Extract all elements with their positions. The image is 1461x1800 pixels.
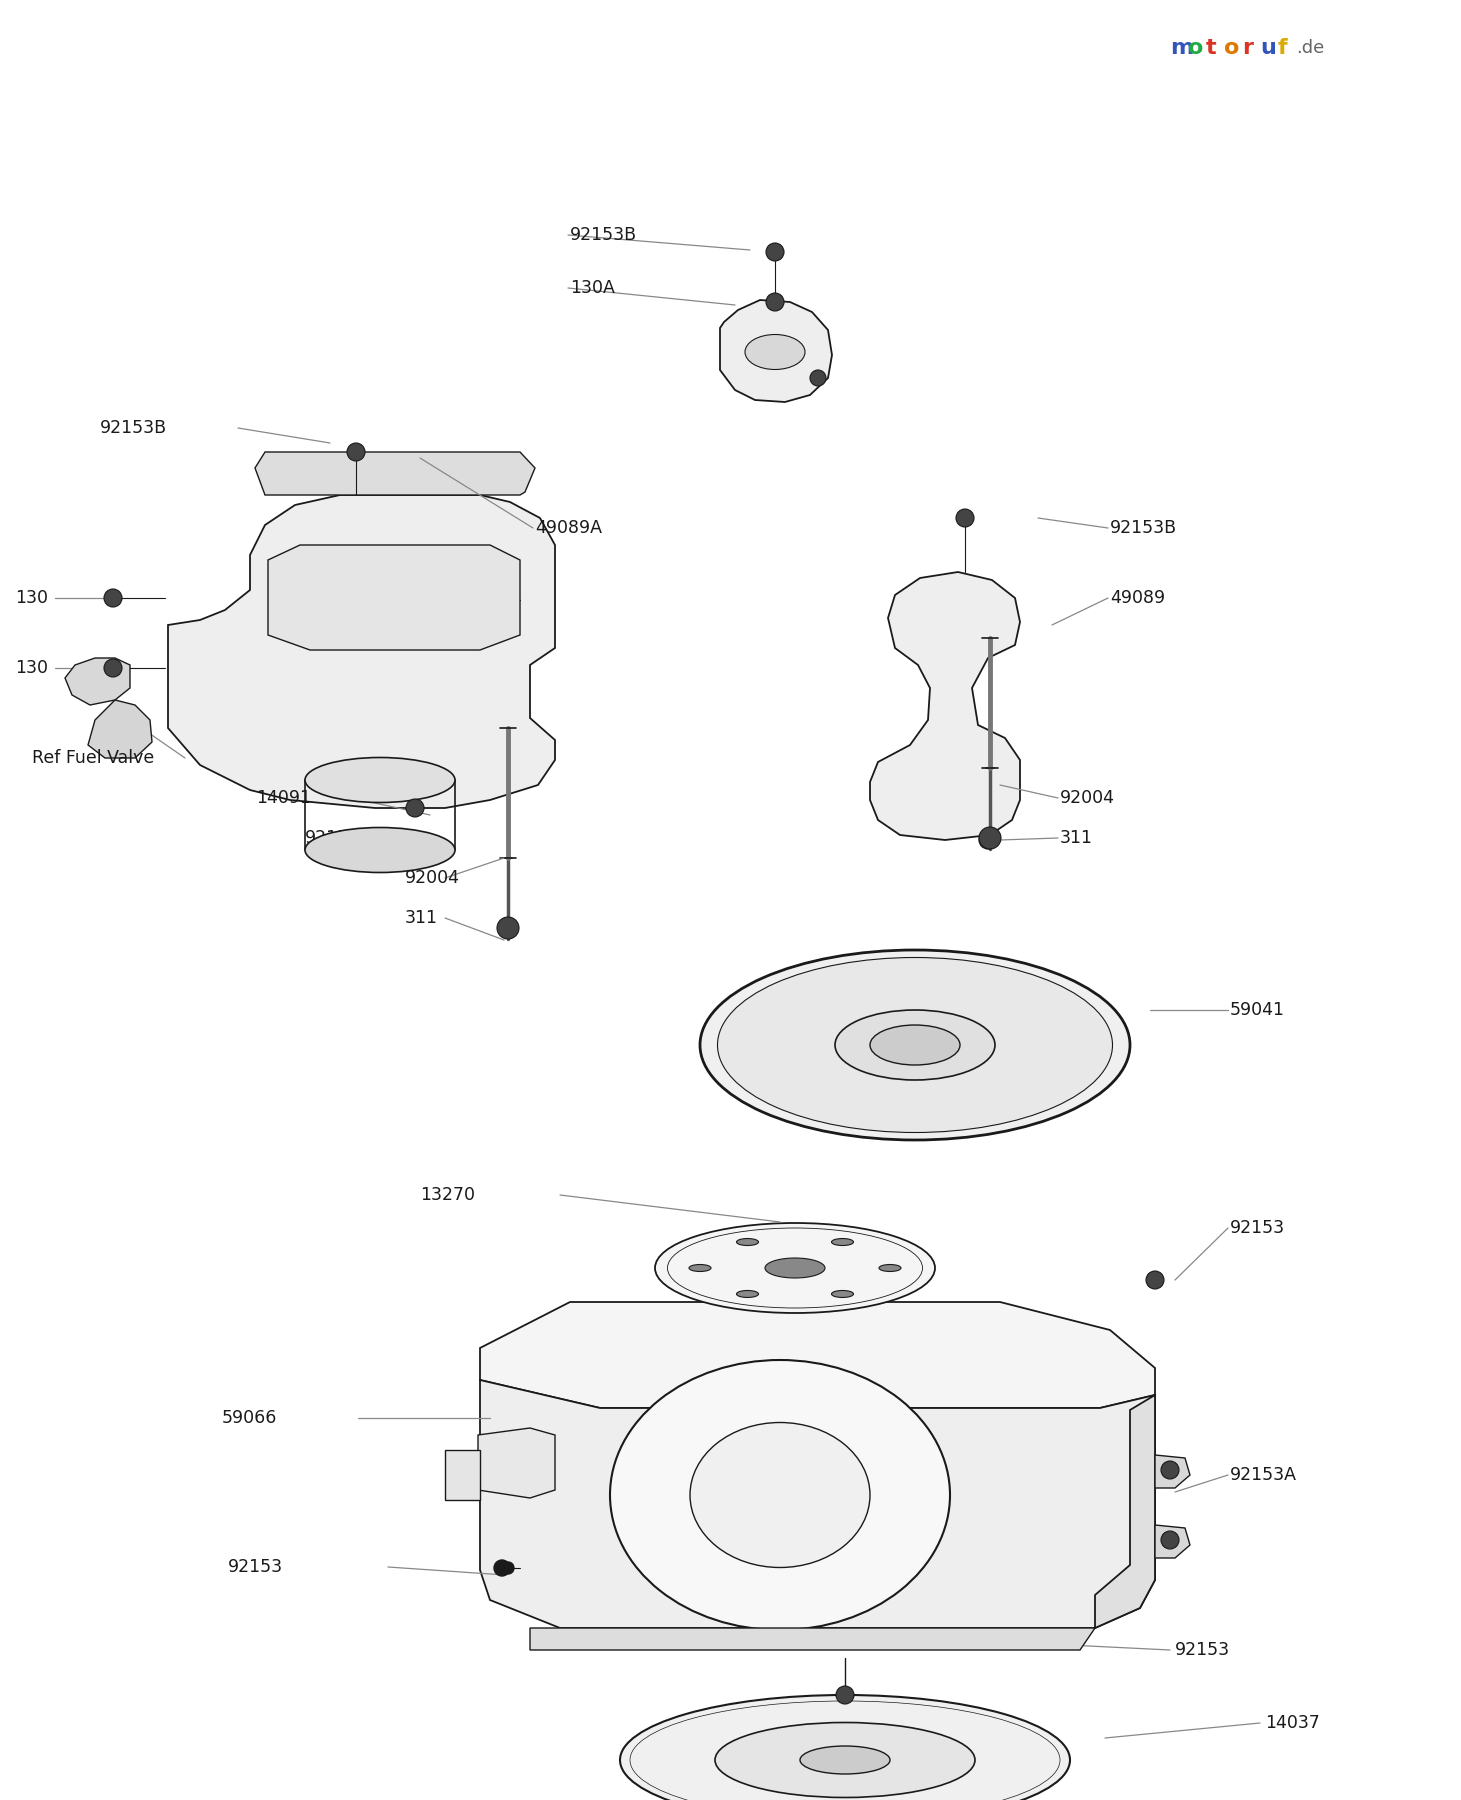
Text: o: o: [1188, 38, 1204, 58]
Text: .de: .de: [1296, 40, 1324, 58]
Circle shape: [979, 826, 1001, 850]
Circle shape: [1145, 1271, 1164, 1289]
Ellipse shape: [305, 758, 454, 803]
Text: 92004: 92004: [405, 869, 460, 887]
Circle shape: [104, 659, 123, 677]
Text: 92153A: 92153A: [1230, 1465, 1297, 1483]
Circle shape: [406, 799, 424, 817]
Circle shape: [503, 1562, 514, 1573]
Circle shape: [766, 243, 785, 261]
Polygon shape: [481, 1301, 1156, 1408]
Circle shape: [494, 1561, 510, 1577]
Polygon shape: [530, 1627, 1094, 1651]
Ellipse shape: [619, 1696, 1069, 1800]
Text: 14037: 14037: [1265, 1714, 1319, 1732]
Ellipse shape: [831, 1238, 853, 1246]
Text: t: t: [1205, 38, 1217, 58]
Text: r: r: [1242, 38, 1254, 58]
Text: 92153B: 92153B: [1110, 518, 1178, 536]
Text: 49089: 49089: [1110, 589, 1164, 607]
Text: 14091: 14091: [256, 788, 311, 806]
Text: 130: 130: [15, 589, 48, 607]
Polygon shape: [446, 1451, 481, 1499]
Circle shape: [104, 589, 123, 607]
Text: f: f: [1278, 38, 1287, 58]
Ellipse shape: [690, 1422, 869, 1568]
Ellipse shape: [736, 1238, 758, 1246]
Polygon shape: [88, 700, 152, 758]
Text: 311: 311: [1061, 830, 1093, 848]
Polygon shape: [1094, 1395, 1156, 1627]
Polygon shape: [267, 545, 520, 650]
Ellipse shape: [690, 1264, 712, 1271]
Circle shape: [836, 1687, 855, 1705]
Ellipse shape: [831, 1291, 853, 1298]
Text: 311: 311: [405, 909, 438, 927]
Circle shape: [497, 916, 519, 940]
Ellipse shape: [655, 1222, 935, 1312]
Polygon shape: [168, 495, 555, 808]
Ellipse shape: [766, 1258, 825, 1278]
Circle shape: [1161, 1462, 1179, 1480]
Text: 92004: 92004: [1061, 788, 1115, 806]
Polygon shape: [1156, 1525, 1191, 1559]
Text: u: u: [1259, 38, 1275, 58]
Circle shape: [955, 509, 974, 527]
Text: m: m: [1170, 38, 1194, 58]
Text: 92153: 92153: [1230, 1219, 1286, 1237]
Polygon shape: [64, 659, 130, 706]
Polygon shape: [478, 1427, 555, 1498]
Ellipse shape: [745, 335, 805, 369]
Text: 49089A: 49089A: [535, 518, 602, 536]
Polygon shape: [481, 1381, 1156, 1627]
Text: Ref Fuel Valve: Ref Fuel Valve: [32, 749, 155, 767]
Text: 92153B: 92153B: [570, 227, 637, 245]
Text: 130: 130: [15, 659, 48, 677]
Circle shape: [1161, 1532, 1179, 1550]
Text: o: o: [1224, 38, 1239, 58]
Ellipse shape: [736, 1291, 758, 1298]
Polygon shape: [1156, 1454, 1191, 1489]
Text: 59041: 59041: [1230, 1001, 1286, 1019]
Ellipse shape: [717, 958, 1112, 1132]
Circle shape: [348, 443, 365, 461]
Text: 92153: 92153: [1175, 1642, 1230, 1660]
Text: 59066: 59066: [222, 1409, 278, 1427]
Ellipse shape: [700, 950, 1129, 1139]
Text: 13270: 13270: [419, 1186, 475, 1204]
Ellipse shape: [836, 1010, 995, 1080]
Polygon shape: [256, 452, 535, 495]
Text: 92153B: 92153B: [99, 419, 167, 437]
Polygon shape: [869, 572, 1020, 841]
Circle shape: [809, 371, 825, 385]
Ellipse shape: [305, 828, 454, 873]
Ellipse shape: [801, 1746, 890, 1775]
Circle shape: [766, 293, 785, 311]
Circle shape: [979, 832, 996, 850]
Ellipse shape: [611, 1361, 950, 1631]
Ellipse shape: [869, 1024, 960, 1066]
Text: 130A: 130A: [570, 279, 615, 297]
Text: 92153B: 92153B: [305, 830, 373, 848]
Ellipse shape: [880, 1264, 901, 1271]
Ellipse shape: [714, 1723, 974, 1798]
Polygon shape: [720, 301, 831, 401]
Text: 92153: 92153: [228, 1559, 283, 1577]
